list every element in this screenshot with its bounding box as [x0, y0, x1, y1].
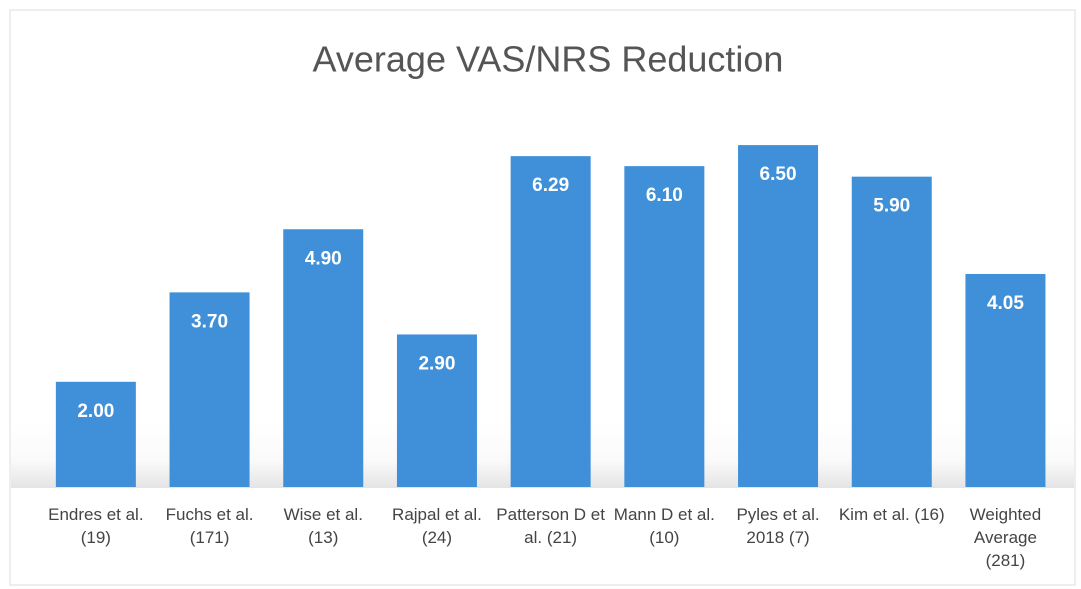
x-tick-label: Rajpal et al. (24): [392, 505, 482, 547]
bar: [169, 292, 250, 487]
data-label: 6.50: [760, 164, 797, 185]
bar: [738, 145, 819, 487]
x-tick-label: Patterson D et al. (21): [496, 505, 605, 547]
x-tick-label: Fuchs et al. (171): [165, 505, 254, 547]
x-tick-label: Mann D et al. (10): [613, 505, 715, 547]
x-tick-label: Pyles et al. 2018 (7): [736, 505, 820, 547]
data-label: 2.90: [418, 353, 455, 374]
data-label: 2.00: [77, 401, 114, 422]
x-tick-label: Wise et al. (13): [283, 505, 363, 547]
x-tick-label: Kim et al. (16): [838, 505, 945, 524]
data-label: 3.70: [191, 311, 228, 332]
data-label: 6.10: [646, 185, 683, 206]
bar: [510, 156, 591, 487]
x-tick-label: Weighted Average (281): [969, 505, 1042, 570]
bar: [965, 273, 1046, 487]
chart-title: Average VAS/NRS Reduction: [313, 39, 784, 80]
data-label: 4.90: [305, 248, 342, 269]
bar: [55, 381, 136, 487]
bar: [624, 166, 705, 487]
x-tick-label: Endres et al. (19): [48, 505, 144, 547]
bar: [396, 334, 477, 487]
frame: [9, 9, 1076, 586]
data-label: 6.29: [532, 175, 569, 196]
bar: [283, 229, 364, 487]
data-label: 5.90: [873, 196, 910, 217]
data-label: 4.05: [987, 293, 1024, 314]
bar: [851, 176, 932, 487]
